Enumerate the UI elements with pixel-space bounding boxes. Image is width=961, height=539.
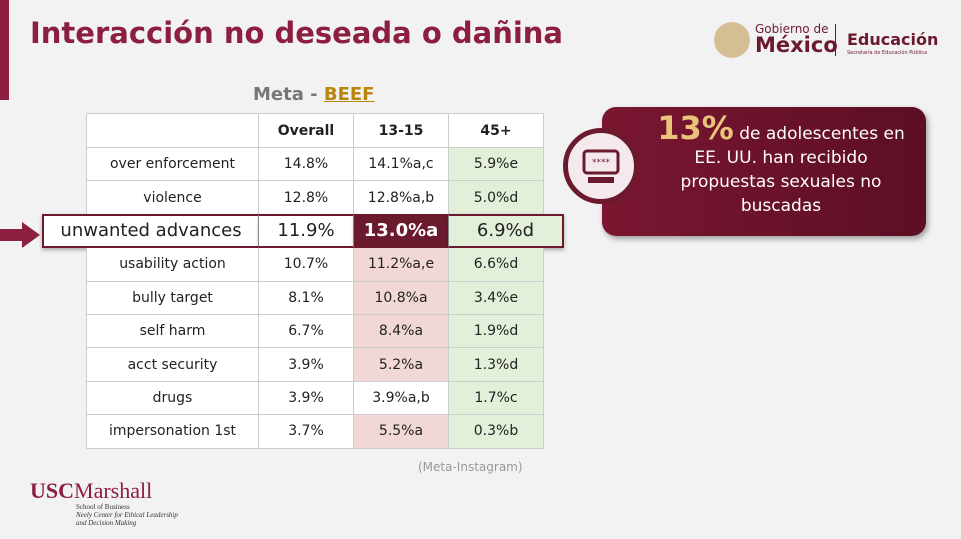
table-cell: 3.4%e [449, 281, 544, 315]
header-cell: 45+ [449, 113, 544, 148]
highlight-cell: 6.9%d [449, 213, 564, 248]
dept: Educación [847, 30, 939, 49]
table-cell: 6.6%d [449, 248, 544, 282]
callout-big: 13% [657, 109, 734, 147]
table-cell: drugs [86, 381, 259, 416]
table-cell: 10.8%a [354, 281, 449, 315]
accent-bar [0, 0, 9, 100]
icon-glyph: **** [582, 149, 620, 183]
gov-big: México [755, 33, 838, 57]
callout-text: 13% de adolescentes en EE. UU. han recib… [646, 112, 916, 218]
table-cell: impersonation 1st [86, 415, 259, 449]
subtitle: Meta - BEEF [253, 84, 374, 105]
footer-text: School of Business Neely Center for Ethic… [76, 503, 178, 527]
table-cell: bully target [86, 281, 259, 315]
table-cell: 1.7%c [449, 381, 544, 416]
table-cell: 3.9% [259, 348, 354, 382]
title: Interacción no deseada o dañina [30, 16, 563, 50]
table-cell: 5.5%a [354, 415, 449, 449]
source: (Meta-Instagram) [418, 460, 523, 474]
highlight-cell: unwanted advances [42, 213, 259, 248]
table-cell: acct security [86, 348, 259, 382]
brand-marshall: Marshall [74, 478, 153, 503]
table-cell: 12.8%a,b [354, 181, 449, 215]
gov-small: Gobierno de [755, 22, 829, 36]
table-cell: 3.9% [259, 381, 354, 416]
table-cell: 3.9%a,b [354, 381, 449, 416]
table-cell: 14.1%a,c [354, 148, 449, 182]
school: School of Business [76, 503, 130, 511]
callout [602, 107, 926, 236]
dept-sub: Secretaría de Educación Pública [847, 50, 928, 56]
table-cell: 5.0%d [449, 181, 544, 215]
table-cell: 6.7% [259, 315, 354, 349]
center2: and Decision Making [76, 519, 137, 527]
table-cell: 11.2%a,e [354, 248, 449, 282]
brand: USCMarshall [30, 478, 152, 504]
header-cell: Overall [259, 113, 354, 148]
brand-usc: USC [30, 478, 75, 503]
icon: **** [563, 128, 639, 204]
table-cell: violence [86, 181, 259, 215]
center1: Neely Center for Ethical Leadership [76, 511, 178, 519]
table-cell: usability action [86, 248, 259, 282]
table-cell: 3.7% [259, 415, 354, 449]
header-cell: 13-15 [354, 113, 449, 148]
subtitle-link[interactable]: BEEF [323, 84, 375, 105]
table-cell: 5.9%e [449, 148, 544, 182]
table-cell: 8.1% [259, 281, 354, 315]
table-cell: over enforcement [86, 148, 259, 182]
callout-body: de adolescentes en EE. UU. han recibido … [680, 124, 905, 216]
highlight-cell: 13.0%a [354, 213, 449, 248]
seal [714, 22, 750, 58]
arrow [0, 222, 40, 248]
header-cell [86, 113, 259, 148]
table-cell: 14.8% [259, 148, 354, 182]
divider [835, 24, 836, 56]
highlight-cell: 11.9% [259, 213, 354, 248]
table-cell: 8.4%a [354, 315, 449, 349]
svg-text:****: **** [592, 158, 611, 168]
table-cell: 0.3%b [449, 415, 544, 449]
table-cell: 12.8% [259, 181, 354, 215]
table-cell: 5.2%a [354, 348, 449, 382]
table-cell: 1.3%d [449, 348, 544, 382]
subtitle-prefix: Meta - [253, 84, 324, 105]
table-cell: 10.7% [259, 248, 354, 282]
table-cell: self harm [86, 315, 259, 349]
table-cell: 1.9%d [449, 315, 544, 349]
